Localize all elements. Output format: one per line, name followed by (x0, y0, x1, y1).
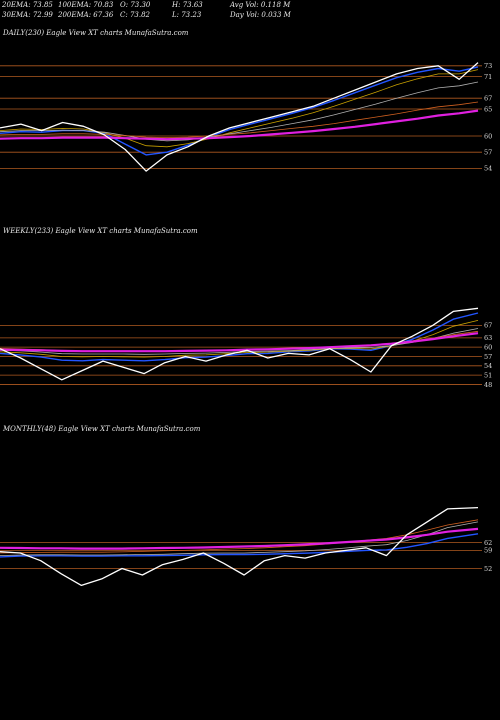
stats-header: 20EMA: 73.85 30EMA: 72.99 100EMA: 70.83 … (1, 1, 292, 19)
daily-chart: DAILY(230) Eagle View XT charts MunafaSu… (0, 29, 492, 173)
ema20-stat: 20EMA: 73.85 (1, 1, 53, 9)
y-tick-label: 51 (484, 371, 492, 379)
y-tick-label: 52 (484, 565, 492, 573)
day-vol-stat: Day Vol: 0.033 M (229, 11, 292, 19)
ema200-stat: 200EMA: 67.36 (57, 11, 114, 19)
price-line (0, 506, 479, 587)
y-tick-label: 71 (484, 73, 492, 81)
y-tick-label: 63 (484, 334, 492, 342)
close-stat: C: 73.82 (120, 11, 151, 19)
ema-short-line (0, 69, 479, 148)
price-line (0, 62, 479, 172)
y-tick-label: 48 (484, 381, 492, 389)
ema-blue-line (0, 66, 479, 156)
ema-orange-line (0, 519, 479, 554)
ema-mid-line (0, 521, 479, 556)
y-tick-label: 67 (484, 95, 492, 103)
ema-orange-line (0, 101, 479, 138)
y-tick-label: 59 (484, 547, 492, 555)
y-tick-label: 54 (484, 165, 492, 173)
weekly-chart: WEEKLY(233) Eagle View XT charts MunafaS… (0, 227, 492, 389)
ema-mid-line (0, 81, 479, 142)
ema-blue-line (0, 533, 479, 558)
daily-chart-title: DAILY(230) Eagle View XT charts MunafaSu… (2, 29, 189, 37)
monthly-chart: MONTHLY(48) Eagle View XT charts MunafaS… (0, 425, 492, 587)
y-tick-label: 62 (484, 539, 492, 547)
ema-magenta-line (0, 109, 479, 141)
y-tick-label: 57 (484, 353, 492, 361)
y-tick-label: 60 (484, 132, 492, 140)
y-tick-label: 65 (484, 105, 492, 113)
y-tick-label: 57 (484, 149, 492, 157)
y-tick-label: 54 (484, 362, 492, 370)
ema-magenta-line (0, 332, 479, 353)
monthly-chart-title: MONTHLY(48) Eagle View XT charts MunafaS… (2, 425, 201, 433)
high-stat: H: 73.63 (171, 1, 203, 9)
avg-vol-stat: Avg Vol: 0.118 M (229, 1, 291, 9)
chart-panels: DAILY(230) Eagle View XT charts MunafaSu… (0, 29, 492, 587)
ema30-stat: 30EMA: 72.99 (2, 11, 53, 19)
y-tick-label: 73 (484, 62, 492, 70)
ema100-stat: 100EMA: 70.83 (58, 1, 114, 9)
open-stat: O: 73.30 (120, 1, 151, 9)
low-stat: L: 73.23 (171, 11, 202, 19)
ema-magenta-line (0, 527, 479, 550)
y-tick-label: 67 (484, 322, 492, 330)
y-tick-label: 60 (484, 343, 492, 351)
price-line (0, 307, 479, 381)
weekly-chart-title: WEEKLY(233) Eagle View XT charts MunafaS… (3, 227, 198, 235)
